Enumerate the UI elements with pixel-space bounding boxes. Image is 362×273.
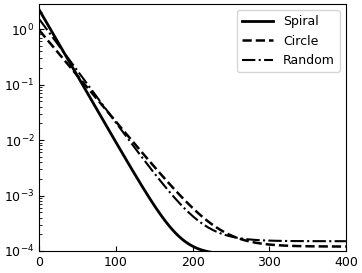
Line: Circle: Circle: [39, 30, 346, 247]
Spiral: [335, 253, 339, 257]
Circle: [53, 48, 57, 51]
Circle: [344, 245, 348, 248]
Line: Random: Random: [39, 19, 346, 241]
Random: [37, 18, 42, 21]
Spiral: [53, 35, 57, 39]
Spiral: [335, 253, 339, 257]
Random: [178, 202, 182, 206]
Spiral: [37, 8, 42, 12]
Random: [335, 239, 339, 243]
Random: [344, 240, 348, 243]
Circle: [37, 29, 42, 32]
Spiral: [344, 253, 348, 257]
Circle: [278, 244, 283, 247]
Line: Spiral: Spiral: [39, 10, 346, 255]
Random: [53, 39, 57, 42]
Random: [186, 210, 190, 214]
Spiral: [178, 236, 182, 239]
Random: [335, 239, 339, 243]
Circle: [335, 245, 339, 248]
Random: [278, 239, 283, 242]
Spiral: [278, 253, 283, 257]
Circle: [335, 245, 339, 248]
Circle: [178, 194, 182, 197]
Legend: Spiral, Circle, Random: Spiral, Circle, Random: [236, 10, 340, 72]
Circle: [186, 202, 190, 206]
Spiral: [186, 242, 190, 245]
